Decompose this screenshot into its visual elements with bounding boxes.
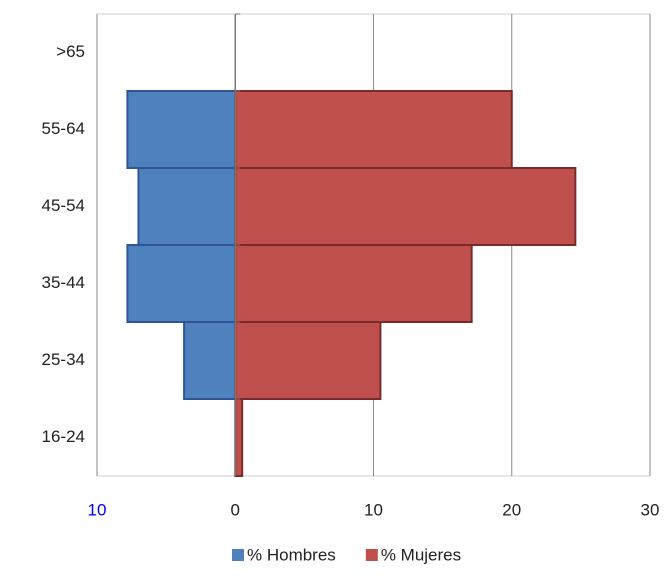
x-tick-label: 20 (502, 500, 521, 519)
x-tick-label: 30 (641, 500, 660, 519)
bar (234, 398, 244, 477)
x-tick-label: 10 (364, 500, 383, 519)
bar (234, 167, 577, 246)
x-tick-label: 10 (88, 500, 107, 519)
x-tick-label: 0 (231, 500, 240, 519)
bar (137, 167, 237, 246)
y-tick-label: 16-24 (42, 427, 85, 446)
bar (234, 90, 513, 169)
legend-label: % Hombres (247, 545, 336, 564)
y-tick-label: 35-44 (42, 273, 85, 292)
legend-swatch (365, 549, 378, 561)
y-tick-label: 55-64 (42, 119, 85, 138)
bar (234, 244, 473, 323)
y-tick-label: 25-34 (42, 350, 85, 369)
bar (126, 90, 237, 169)
bar (234, 321, 382, 400)
y-tick-label: >65 (56, 42, 85, 61)
bar (126, 244, 237, 323)
bar (183, 321, 237, 400)
y-tick-label: 45-54 (42, 196, 85, 215)
legend-label: % Mujeres (381, 545, 461, 564)
legend-swatch (232, 549, 244, 561)
